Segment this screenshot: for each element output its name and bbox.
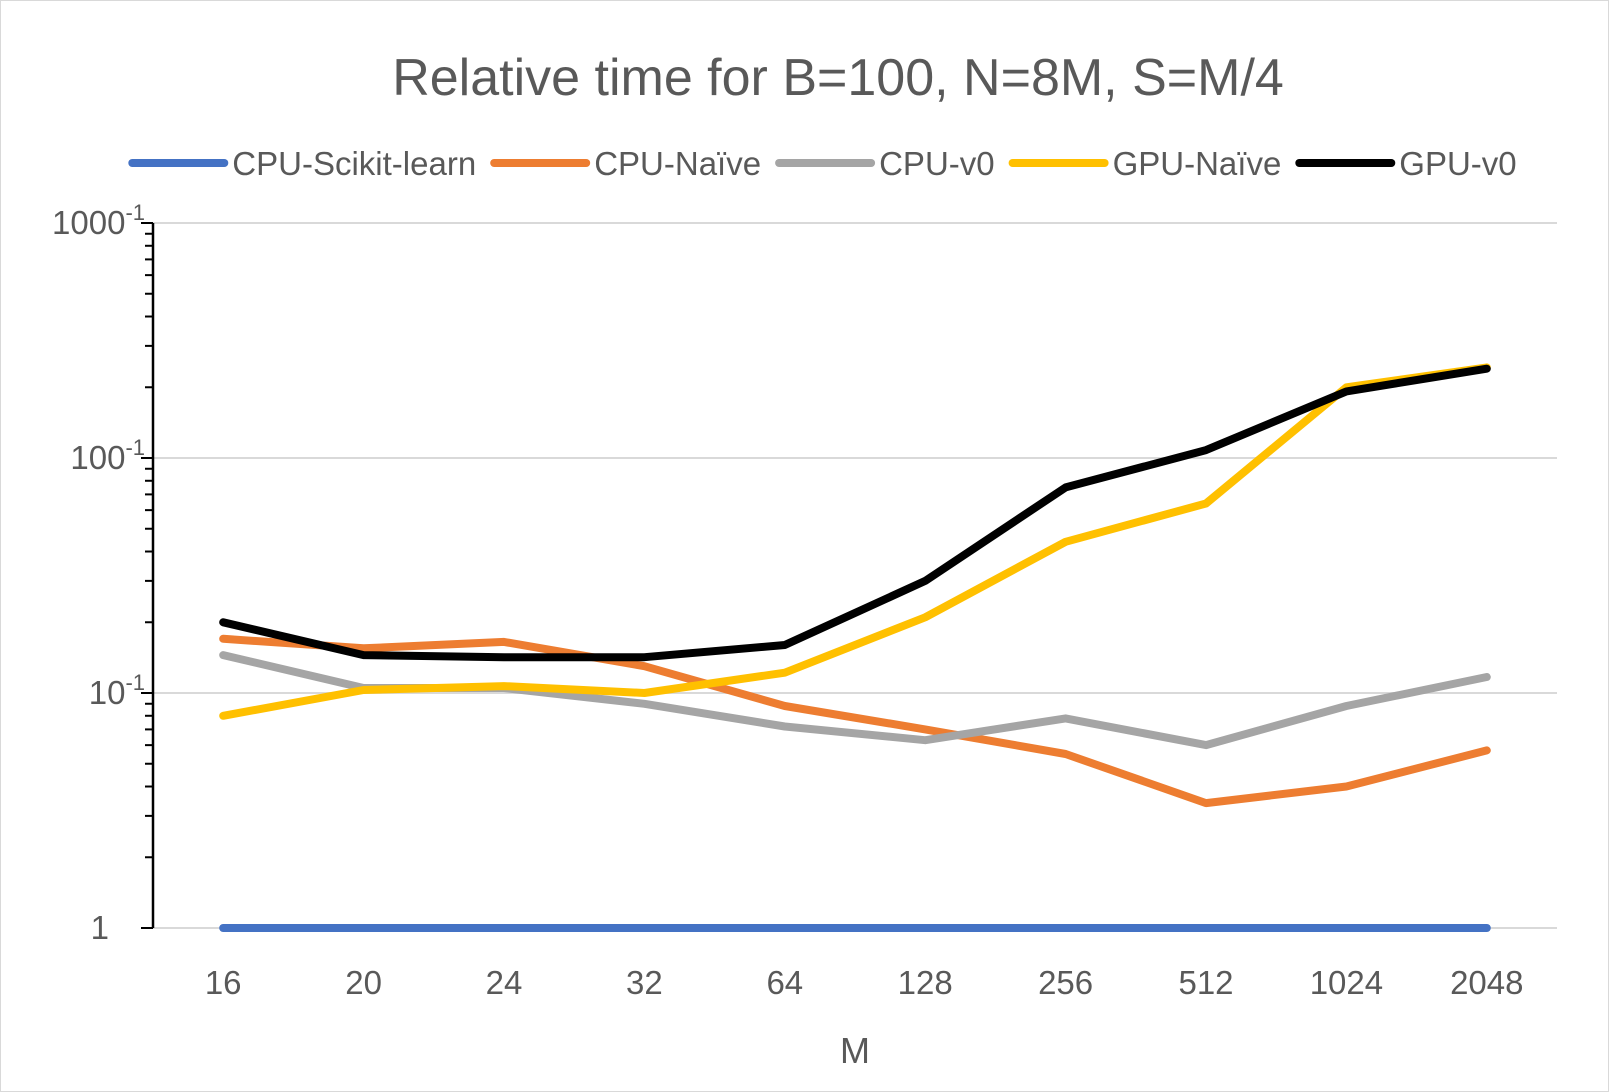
x-axis: 16 20 24 32 64 128 256 512 1024 2048 (205, 964, 1524, 1001)
gridlines (153, 222, 1557, 929)
x-tick-label: 512 (1178, 964, 1233, 1001)
x-tick-label: 24 (486, 964, 523, 1001)
legend: CPU-Scikit-learn CPU-Naïve CPU-v0 GPU-Naïve… (128, 145, 1517, 182)
y-axis: 1 10-1 100-1 1000-1 (52, 200, 155, 946)
legend-item: CPU-v0 (775, 145, 995, 182)
y-tick-label: 10-1 (89, 670, 145, 711)
y-tick-label: 1000-1 (52, 200, 145, 241)
series-line-gpu-na-ve (219, 363, 1491, 720)
series-line-gpu-v0 (219, 364, 1491, 662)
legend-label: CPU-Scikit-learn (232, 145, 476, 182)
legend-label: GPU-Naïve (1113, 145, 1282, 182)
legend-item: GPU-Naïve (1008, 145, 1282, 182)
y-tick-label: 100-1 (70, 435, 145, 476)
legend-label: GPU-v0 (1399, 145, 1516, 182)
series-lines (219, 363, 1491, 932)
legend-item: CPU-Scikit-learn (128, 145, 476, 182)
x-tick-label: 256 (1038, 964, 1093, 1001)
legend-item: CPU-Naïve (490, 145, 761, 182)
chart-title: Relative time for B=100, N=8M, S=M/4 (392, 49, 1284, 107)
legend-item: GPU-v0 (1295, 145, 1517, 182)
x-axis-title: M (840, 1030, 870, 1071)
x-tick-label: 128 (898, 964, 953, 1001)
series-line-cpu-na-ve (219, 634, 1491, 808)
x-tick-label: 20 (345, 964, 382, 1001)
series-line-cpu-v0 (219, 651, 1491, 750)
x-tick-label: 16 (205, 964, 242, 1001)
y-tick-label: 1 (91, 909, 109, 946)
legend-label: CPU-Naïve (594, 145, 761, 182)
x-tick-label: 2048 (1450, 964, 1523, 1001)
x-tick-label: 1024 (1310, 964, 1383, 1001)
x-tick-label: 64 (766, 964, 803, 1001)
legend-label: CPU-v0 (879, 145, 995, 182)
x-tick-label: 32 (626, 964, 663, 1001)
